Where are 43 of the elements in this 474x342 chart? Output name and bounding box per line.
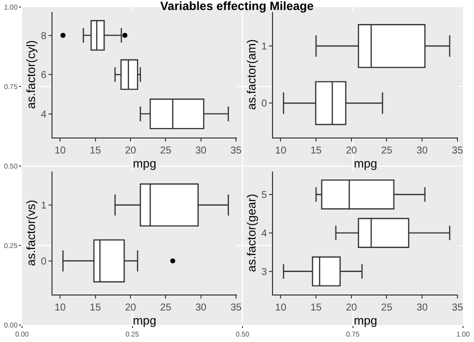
y-tick-label: 8 <box>40 30 47 42</box>
x-tick-label: 25 <box>160 145 172 156</box>
y-tick-label: 4 <box>261 228 268 240</box>
x-axis-title: mpg <box>132 156 156 170</box>
x-tick-label: 20 <box>124 145 137 156</box>
x-tick-label: 20 <box>124 302 137 314</box>
x-tick-label: 15 <box>310 145 322 156</box>
y-tick-label: 5 <box>261 190 268 201</box>
y-tick-label: 3 <box>261 266 268 278</box>
y-tick-label: 1 <box>40 200 47 212</box>
y-axis-title: as.factor(cyl) <box>24 40 38 109</box>
x-tick-label: 30 <box>195 302 207 314</box>
x-tick-label: 15 <box>90 302 102 314</box>
x-tick-label: 30 <box>195 145 207 156</box>
x-tick-label: 25 <box>160 302 172 314</box>
chart-title: Variables effecting Mileage <box>160 0 314 14</box>
x-axis-title: mpg <box>354 313 378 328</box>
y-tick-label: 4 <box>40 109 47 120</box>
x-tick-label: 35 <box>230 302 242 314</box>
x-tick-label: 15 <box>310 302 322 314</box>
x-tick-label: 10 <box>275 302 287 314</box>
x-tick-label: 10 <box>275 145 287 156</box>
y-tick-label: 0 <box>40 256 47 268</box>
x-tick-label: 20 <box>346 145 358 156</box>
x-tick-label: 15 <box>90 145 102 156</box>
x-tick-label: 30 <box>416 302 428 314</box>
y-tick-label: 1 <box>261 42 268 53</box>
x-tick-label: 35 <box>452 302 464 314</box>
x-axis-title: mpg <box>132 313 156 328</box>
y-tick-label: 6 <box>40 70 47 82</box>
x-tick-label: 20 <box>346 302 358 314</box>
x-tick-label: 10 <box>54 302 66 314</box>
x-tick-label: 35 <box>230 145 242 156</box>
y-tick-label: 0 <box>261 98 268 110</box>
x-tick-label: 35 <box>452 145 464 156</box>
x-tick-label: 25 <box>381 302 393 314</box>
x-tick-label: 25 <box>381 145 393 156</box>
x-tick-label: 30 <box>416 145 428 156</box>
y-axis-title: as.factor(gear) <box>244 194 259 272</box>
x-axis-title: mpg <box>354 156 378 170</box>
y-axis-title: as.factor(vs) <box>24 200 38 266</box>
y-axis-title: as.factor(am) <box>244 39 259 110</box>
x-tick-label: 10 <box>54 145 66 156</box>
